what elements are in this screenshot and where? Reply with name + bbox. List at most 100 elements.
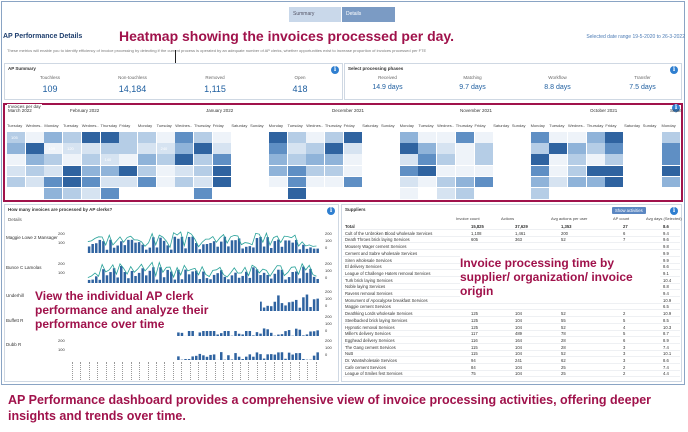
heatmap-cell[interactable]	[661, 154, 680, 165]
heatmap-cell[interactable]	[268, 165, 287, 177]
heatmap-cell[interactable]	[624, 188, 643, 199]
phase-workflow[interactable]: Workflow 8.8 days	[530, 75, 585, 91]
heatmap-cell[interactable]	[455, 176, 474, 188]
heatmap-cell[interactable]	[549, 132, 568, 143]
heatmap-cell[interactable]	[511, 188, 530, 199]
heatmap-cell[interactable]	[100, 165, 119, 177]
heatmap-cell[interactable]	[642, 165, 661, 177]
heatmap-cell[interactable]	[137, 188, 156, 199]
heatmap-cell[interactable]	[287, 154, 306, 165]
heatmap-cell[interactable]	[399, 132, 418, 143]
heatmap-cell[interactable]	[81, 176, 100, 188]
heatmap-cell[interactable]	[511, 143, 530, 154]
heatmap-cell[interactable]	[661, 132, 680, 143]
heatmap-cell[interactable]	[100, 132, 119, 143]
table-row[interactable]: Mousery Wager cement Services 9.8	[343, 244, 680, 251]
heatmap-cell[interactable]	[605, 188, 624, 199]
heatmap-cell[interactable]	[437, 154, 456, 165]
heatmap-cell[interactable]	[7, 165, 26, 177]
heatmap-cell[interactable]	[568, 132, 587, 143]
heatmap-cell[interactable]	[63, 176, 82, 188]
info-icon[interactable]: i	[670, 207, 678, 215]
heatmap-cell[interactable]	[474, 188, 493, 199]
heatmap-cell[interactable]	[474, 154, 493, 165]
heatmap-cell[interactable]	[418, 188, 437, 199]
heatmap-cell[interactable]	[493, 154, 512, 165]
heatmap-cell[interactable]	[399, 176, 418, 188]
table-row[interactable]: NuB 115 104 52 3 10.1	[343, 351, 680, 358]
heatmap-cell[interactable]	[137, 143, 156, 154]
heatmap-cell[interactable]	[624, 143, 643, 154]
heatmap-cell[interactable]	[7, 143, 26, 154]
heatmap-cell[interactable]	[231, 154, 250, 165]
heatmap-cell[interactable]	[81, 143, 100, 154]
heatmap-cell[interactable]	[231, 132, 250, 143]
heatmap-cell[interactable]	[493, 165, 512, 177]
suppliers-column-header[interactable]: Avg days (Selected)	[646, 216, 682, 221]
suppliers-column-header[interactable]: Invoice count	[456, 216, 480, 221]
heatmap-cell[interactable]	[119, 176, 138, 188]
heatmap-cell[interactable]	[137, 132, 156, 143]
heatmap-cell[interactable]	[586, 176, 605, 188]
heatmap-cell[interactable]	[437, 143, 456, 154]
heatmap-cell[interactable]	[7, 154, 26, 165]
heatmap-cell[interactable]	[25, 154, 44, 165]
phase-transfer[interactable]: Transfer 7.5 days	[615, 75, 670, 91]
heatmap-cell[interactable]	[250, 188, 269, 199]
heatmap-cell[interactable]	[324, 132, 343, 143]
heatmap-cell[interactable]	[81, 188, 100, 199]
heatmap-cell[interactable]	[605, 176, 624, 188]
heatmap-cell[interactable]	[137, 165, 156, 177]
heatmap-cell[interactable]	[119, 143, 138, 154]
heatmap-cell[interactable]	[212, 165, 231, 177]
suppliers-column-header[interactable]: Actions	[501, 216, 515, 221]
heatmap-cell[interactable]	[418, 165, 437, 177]
heatmap-cell[interactable]	[549, 143, 568, 154]
heatmap-cell[interactable]	[455, 188, 474, 199]
heatmap-cell[interactable]	[119, 165, 138, 177]
heatmap-cell[interactable]	[530, 132, 549, 143]
details-toggle-button[interactable]: Details	[342, 7, 395, 22]
clerk-sparkline[interactable]	[70, 338, 320, 360]
heatmap-cell[interactable]	[306, 188, 325, 199]
heatmap-cell[interactable]	[343, 154, 362, 165]
heatmap-cell[interactable]	[194, 143, 213, 154]
heatmap-cell[interactable]	[100, 176, 119, 188]
heatmap-cell[interactable]	[586, 165, 605, 177]
heatmap-cell[interactable]	[212, 176, 231, 188]
heatmap-cell[interactable]	[605, 165, 624, 177]
clerk-sparkline[interactable]	[70, 261, 320, 283]
heatmap-cell[interactable]	[437, 165, 456, 177]
heatmap-cell[interactable]	[586, 143, 605, 154]
heatmap-cell[interactable]	[231, 188, 250, 199]
heatmap-cell[interactable]	[156, 143, 175, 154]
heatmap-cell[interactable]	[287, 143, 306, 154]
heatmap-cell[interactable]	[530, 165, 549, 177]
heatmap-cell[interactable]	[100, 188, 119, 199]
table-row[interactable]: Monument of Apocalypse breakfast Service…	[343, 298, 680, 304]
heatmap-cell[interactable]	[81, 132, 100, 143]
heatmap-cell[interactable]	[306, 143, 325, 154]
heatmap-cell[interactable]	[418, 176, 437, 188]
table-row[interactable]: Deathking Lords wholesale Services 125 104…	[343, 311, 680, 318]
heatmap-cell[interactable]	[362, 132, 381, 143]
heatmap-cell[interactable]	[268, 154, 287, 165]
table-row[interactable]: Cult of the Unbroken Blood wholesale Ser…	[343, 231, 680, 237]
heatmap-cell[interactable]	[642, 154, 661, 165]
heatmap-cell[interactable]	[250, 143, 269, 154]
heatmap-cell[interactable]	[343, 132, 362, 143]
heatmap-cell[interactable]	[137, 154, 156, 165]
heatmap-cell[interactable]	[399, 143, 418, 154]
heatmap-cell[interactable]	[624, 176, 643, 188]
heatmap-cell[interactable]	[511, 165, 530, 177]
heatmap-cell[interactable]	[437, 132, 456, 143]
heatmap-cell[interactable]	[324, 188, 343, 199]
heatmap-cell[interactable]	[455, 165, 474, 177]
heatmap-cell[interactable]	[287, 176, 306, 188]
heatmap-cell[interactable]	[268, 143, 287, 154]
table-row[interactable]: Miller's delivery Services 117 489 78 5 8.7	[343, 331, 680, 338]
heatmap-cell[interactable]	[44, 165, 63, 177]
heatmap-cell[interactable]	[362, 188, 381, 199]
info-icon[interactable]: i	[672, 104, 680, 112]
phase-received[interactable]: Received 14.9 days	[360, 75, 415, 91]
